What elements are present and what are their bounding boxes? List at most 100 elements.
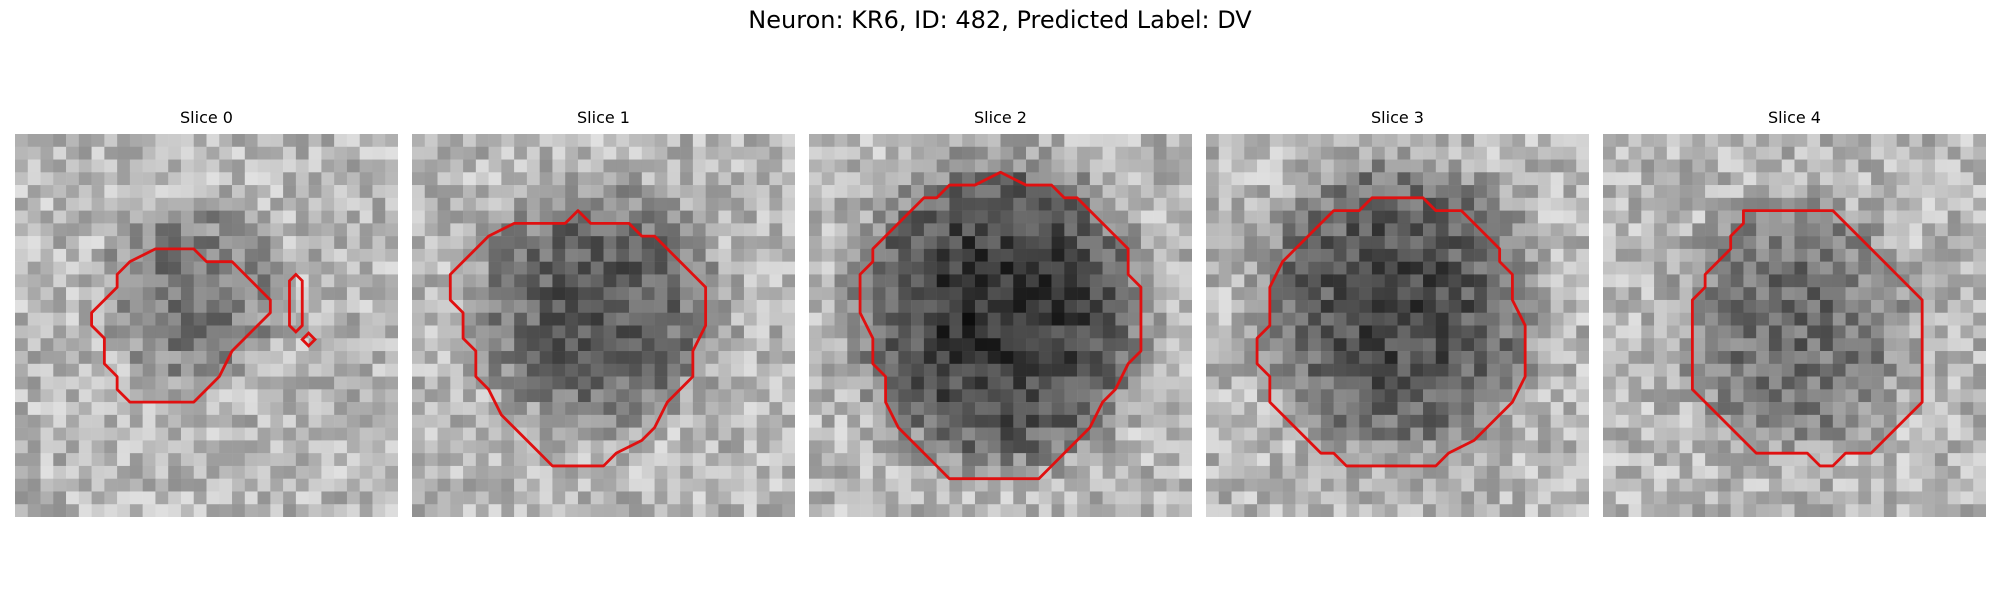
image-pixel	[1051, 389, 1065, 403]
image-pixel	[1781, 274, 1795, 288]
image-pixel	[1563, 261, 1577, 275]
image-pixel	[257, 185, 271, 199]
image-pixel	[1896, 261, 1910, 275]
image-pixel	[232, 402, 246, 416]
image-pixel	[129, 453, 143, 467]
image-pixel	[1743, 427, 1757, 441]
image-pixel	[860, 223, 874, 237]
image-pixel	[488, 134, 502, 148]
image-pixel	[654, 185, 668, 199]
image-pixel	[1641, 453, 1655, 467]
image-pixel	[1397, 376, 1411, 390]
image-pixel	[1525, 427, 1539, 441]
image-pixel	[1781, 389, 1795, 403]
image-pixel	[129, 440, 143, 454]
image-pixel	[834, 185, 848, 199]
image-pixel	[1666, 274, 1680, 288]
image-pixel	[911, 299, 925, 313]
image-pixel	[1499, 248, 1513, 262]
image-pixel	[372, 325, 386, 339]
image-pixel	[1730, 414, 1744, 428]
image-pixel	[1550, 491, 1564, 505]
image-pixel	[372, 351, 386, 365]
image-pixel	[27, 185, 41, 199]
image-pixel	[821, 159, 835, 173]
image-pixel	[1026, 325, 1040, 339]
image-pixel	[15, 453, 29, 467]
image-pixel	[718, 453, 732, 467]
image-pixel	[1410, 414, 1424, 428]
image-pixel	[1308, 197, 1322, 211]
image-pixel	[923, 274, 937, 288]
image-pixel	[1397, 223, 1411, 237]
image-pixel	[1115, 402, 1129, 416]
image-pixel	[809, 261, 823, 275]
image-pixel	[860, 236, 874, 250]
image-pixel	[1845, 312, 1859, 326]
image-pixel	[40, 134, 54, 148]
image-pixel	[1717, 312, 1731, 326]
image-pixel	[1371, 389, 1385, 403]
image-pixel	[1960, 287, 1974, 301]
image-pixel	[1244, 376, 1258, 390]
image-pixel	[1013, 465, 1027, 479]
image-pixel	[180, 236, 194, 250]
image-pixel	[539, 159, 553, 173]
image-pixel	[1295, 197, 1309, 211]
image-pixel	[168, 402, 182, 416]
image-pixel	[1499, 351, 1513, 365]
image-pixel	[1320, 134, 1334, 148]
image-pixel	[1576, 172, 1589, 186]
image-pixel	[1807, 185, 1821, 199]
image-pixel	[193, 376, 207, 390]
image-pixel	[1679, 440, 1693, 454]
image-pixel	[450, 414, 464, 428]
image-pixel	[1153, 414, 1167, 428]
image-pixel	[1153, 210, 1167, 224]
image-pixel	[117, 402, 131, 416]
image-pixel	[1179, 389, 1192, 403]
image-pixel	[782, 414, 795, 428]
image-pixel	[1333, 491, 1347, 505]
image-pixel	[1909, 504, 1923, 517]
image-pixel	[1282, 491, 1296, 505]
image-pixel	[1641, 478, 1655, 492]
image-pixel	[705, 427, 719, 441]
image-pixel	[78, 134, 92, 148]
image-pixel	[1934, 414, 1948, 428]
image-pixel	[962, 478, 976, 492]
image-pixel	[1435, 351, 1449, 365]
image-pixel	[27, 274, 41, 288]
image-pixel	[372, 223, 386, 237]
image-pixel	[155, 248, 169, 262]
image-pixel	[334, 427, 348, 441]
image-pixel	[962, 402, 976, 416]
image-pixel	[936, 389, 950, 403]
image-pixel	[1537, 287, 1551, 301]
image-pixel	[1102, 504, 1116, 517]
image-pixel	[501, 312, 515, 326]
image-pixel	[692, 414, 706, 428]
image-pixel	[1206, 185, 1220, 199]
image-pixel	[809, 478, 823, 492]
image-pixel	[974, 427, 988, 441]
image-pixel	[1257, 351, 1271, 365]
image-pixel	[1960, 261, 1974, 275]
image-pixel	[1359, 261, 1373, 275]
image-pixel	[1397, 465, 1411, 479]
image-pixel	[911, 248, 925, 262]
image-pixel	[321, 427, 335, 441]
image-pixel	[1486, 172, 1500, 186]
image-pixel	[1603, 402, 1617, 416]
image-pixel	[641, 172, 655, 186]
image-pixel	[1550, 389, 1564, 403]
image-pixel	[1166, 504, 1180, 517]
image-pixel	[667, 146, 681, 160]
image-pixel	[1410, 453, 1424, 467]
image-pixel	[1934, 312, 1948, 326]
image-pixel	[359, 248, 373, 262]
image-pixel	[308, 440, 322, 454]
image-pixel	[1692, 274, 1706, 288]
image-pixel	[1973, 325, 1986, 339]
image-pixel	[1641, 325, 1655, 339]
